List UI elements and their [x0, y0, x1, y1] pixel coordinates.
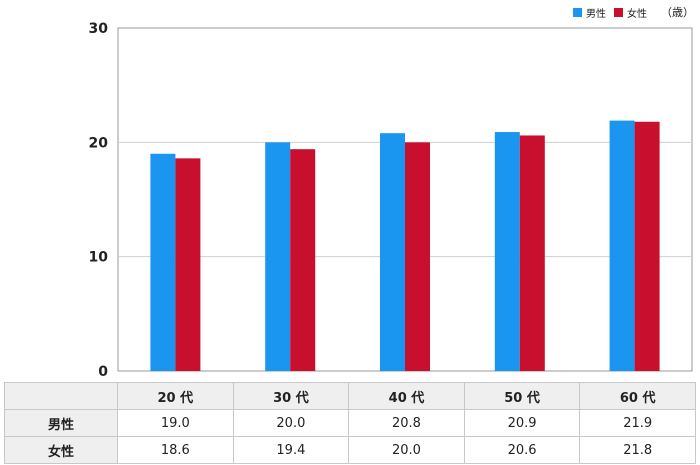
- table-row-label: 男性: [4, 409, 118, 437]
- legend-item-female: 女性: [614, 5, 647, 20]
- y-tick-label: 10: [89, 250, 109, 266]
- y-tick-label: 20: [89, 135, 109, 151]
- bar-male: [609, 120, 635, 371]
- table-cell: 20.0: [348, 436, 465, 464]
- table-header-row: 20 代 30 代 40 代 50 代 60 代: [4, 382, 696, 410]
- table-cell: 20.8: [348, 409, 465, 437]
- bar-female: [405, 142, 430, 371]
- legend-swatch-male: [573, 7, 582, 17]
- legend-label-female: 女性: [627, 8, 647, 20]
- table-row-female: 女性 18.6 19.4 20.0 20.6 21.8: [4, 436, 696, 464]
- bar-male: [380, 133, 405, 371]
- table-header-cell: 50 代: [463, 382, 581, 410]
- table-cell: 21.8: [579, 436, 696, 464]
- bar-female: [519, 135, 545, 371]
- table-header-cell: 40 代: [348, 382, 465, 410]
- y-tick-label: 0: [98, 364, 108, 380]
- bar-male: [265, 142, 291, 371]
- legend-item-male: 男性: [573, 5, 606, 20]
- table-row-label: 女性: [4, 436, 118, 464]
- table-header-cell: 60 代: [579, 382, 696, 410]
- bar-male: [494, 132, 520, 371]
- legend-swatch-female: [614, 7, 623, 17]
- legend-label-male: 男性: [586, 8, 606, 20]
- table-header-cell: 20 代: [117, 382, 234, 410]
- legend-unit: （歳）: [661, 6, 694, 19]
- bar-male: [150, 153, 176, 371]
- bar-chart: 0 10 20 30: [89, 21, 693, 380]
- table-cell: 20.6: [463, 436, 581, 464]
- table-header-cell: 30 代: [232, 382, 350, 410]
- table-cell: 18.6: [117, 436, 234, 464]
- table-row-male: 男性 19.0 20.0 20.8 20.9 21.9: [4, 409, 696, 437]
- bar-female: [290, 149, 316, 371]
- table-cell: 20.0: [232, 409, 350, 437]
- bar-female: [175, 158, 201, 371]
- table-cell: 21.9: [579, 409, 696, 437]
- table-cell: 19.0: [117, 409, 234, 437]
- bar-female: [634, 121, 660, 372]
- chart-legend: 男性 女性 （歳）: [565, 4, 694, 20]
- table-cell: 20.9: [463, 409, 581, 437]
- table-cell: 19.4: [232, 436, 350, 464]
- data-table: 20 代 30 代 40 代 50 代 60 代 男性 19.0 20.0 20…: [4, 382, 696, 464]
- table-corner-cell: [4, 382, 118, 410]
- y-tick-label: 30: [89, 21, 109, 37]
